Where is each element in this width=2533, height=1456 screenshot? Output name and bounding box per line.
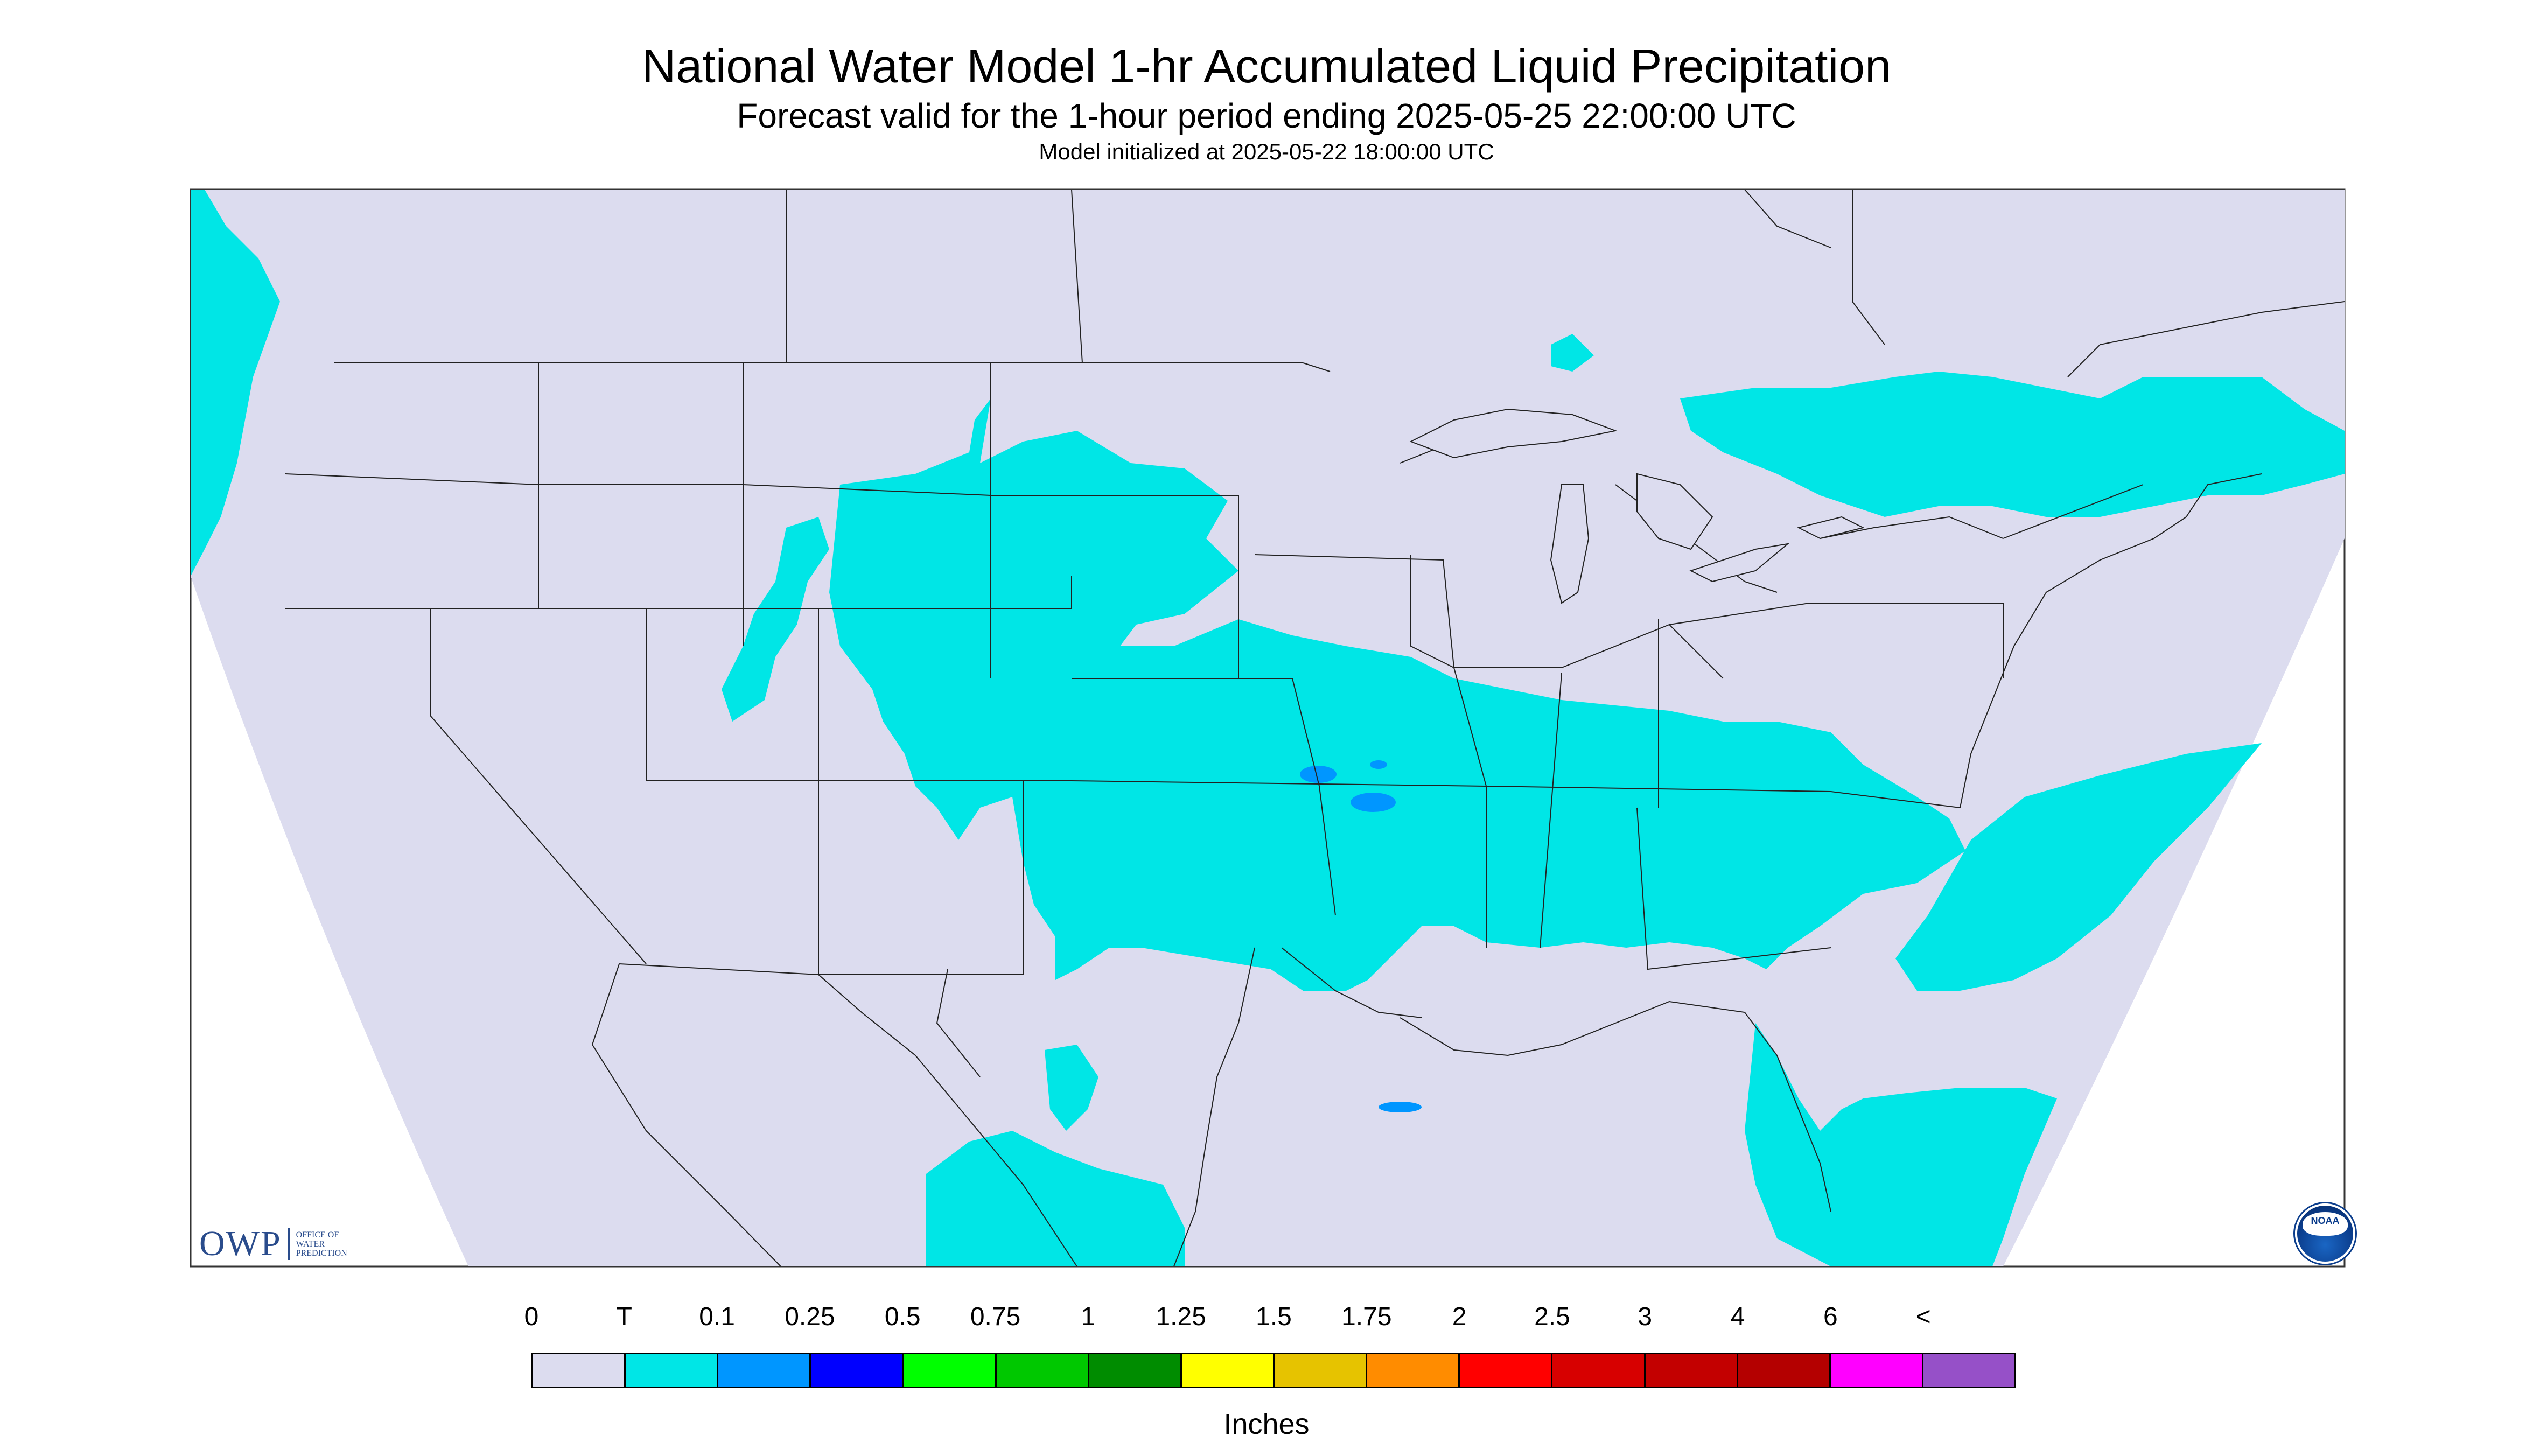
legend-swatch bbox=[1275, 1354, 1368, 1387]
legend-swatch bbox=[1089, 1354, 1182, 1387]
legend-tick-label: 0 bbox=[524, 1303, 539, 1331]
legend-swatch bbox=[996, 1354, 1089, 1387]
legend-swatch bbox=[626, 1354, 719, 1387]
political-boundaries bbox=[285, 189, 2345, 1267]
precip-area-mexico bbox=[926, 1131, 1185, 1266]
owp-logo-mark: OWP bbox=[199, 1224, 282, 1263]
owp-logo-text: OFFICE OF WATER PREDICTION bbox=[296, 1230, 347, 1258]
precip-area-pacific-nw bbox=[191, 190, 280, 576]
legend-swatch bbox=[718, 1354, 811, 1387]
legend-tick-label: 0.1 bbox=[699, 1303, 735, 1331]
legend-tick-label: 0.25 bbox=[785, 1303, 835, 1331]
legend-tick-label: 6 bbox=[1823, 1303, 1838, 1331]
precip-trace-areas bbox=[191, 190, 2345, 1266]
precip-area-central-plains bbox=[829, 398, 1965, 991]
lake-superior bbox=[1409, 408, 1618, 459]
legend-units-label: Inches bbox=[1223, 1408, 1310, 1440]
legend-tick-label: 1 bbox=[1081, 1303, 1096, 1331]
legend-tick-label: 4 bbox=[1730, 1303, 1745, 1331]
legend-tick-label: 2 bbox=[1452, 1303, 1467, 1331]
precip-area-southern-canada bbox=[1680, 372, 2345, 517]
precip-01-kansas bbox=[1300, 766, 1337, 783]
owp-logo-divider bbox=[288, 1228, 290, 1260]
precip-area-atlantic bbox=[1895, 743, 2262, 991]
legend-tick-label: T bbox=[616, 1303, 632, 1331]
legend-tick-label: 1.25 bbox=[1156, 1303, 1206, 1331]
legend-swatch bbox=[1367, 1354, 1460, 1387]
legend-swatch bbox=[1552, 1354, 1646, 1387]
precip-area-sierra-madre bbox=[1045, 1045, 1098, 1131]
great-lakes bbox=[1409, 408, 1865, 604]
legend-tick-label: 3 bbox=[1638, 1303, 1653, 1331]
legend-tick-label: 1.75 bbox=[1341, 1303, 1392, 1331]
noaa-gull-shape bbox=[2303, 1212, 2348, 1236]
legend-tick-label: < bbox=[1915, 1303, 1931, 1331]
legend-swatch bbox=[904, 1354, 997, 1387]
precip-area-great-basin bbox=[722, 517, 829, 722]
legend-tick-label: 2.5 bbox=[1534, 1303, 1570, 1331]
legend-swatch bbox=[811, 1354, 904, 1387]
legend-color-bar bbox=[531, 1353, 2016, 1388]
legend-swatch bbox=[1738, 1354, 1831, 1387]
lake-ontario bbox=[1797, 516, 1865, 540]
precip-01-oklahoma bbox=[1351, 793, 1396, 812]
lake-erie bbox=[1689, 543, 1790, 583]
precip-area-florida bbox=[1745, 1023, 2057, 1266]
lake-huron bbox=[1636, 473, 1713, 550]
legend-tick-labels: 0 T 0.1 0.25 0.5 0.75 1 1.25 1.5 1.75 2 2.5 3 4 6 < bbox=[0, 1302, 2533, 1340]
legend-tick-label: 0.5 bbox=[884, 1303, 921, 1331]
legend-swatch bbox=[1830, 1354, 1923, 1387]
model-init-text: Model initialized at 2025-05-22 18:00:00… bbox=[1039, 139, 1494, 164]
lake-michigan bbox=[1550, 484, 1590, 604]
precip-01-areas bbox=[1300, 760, 1422, 1112]
legend-swatch bbox=[1181, 1354, 1275, 1387]
map-title: National Water Model 1-hr Accumulated Li… bbox=[641, 39, 1892, 93]
noaa-logo-text: NOAA bbox=[2311, 1215, 2340, 1226]
map-subtitle: Forecast valid for the 1-hour period end… bbox=[737, 96, 1796, 135]
precip-01-gulf bbox=[1379, 1102, 1422, 1112]
precip-area-north-dakota bbox=[1551, 334, 1594, 372]
legend-swatch bbox=[1460, 1354, 1553, 1387]
legend-tick-label: 1.5 bbox=[1256, 1303, 1292, 1331]
legend-tick-label: 0.75 bbox=[970, 1303, 1021, 1331]
legend-swatch bbox=[1923, 1354, 2014, 1387]
precip-01-dot bbox=[1370, 760, 1387, 769]
legend-swatch bbox=[1645, 1354, 1738, 1387]
legend-swatch bbox=[533, 1354, 626, 1387]
owp-logo: OWP OFFICE OF WATER PREDICTION bbox=[199, 1223, 347, 1264]
noaa-logo-icon: NOAA bbox=[2295, 1203, 2355, 1264]
